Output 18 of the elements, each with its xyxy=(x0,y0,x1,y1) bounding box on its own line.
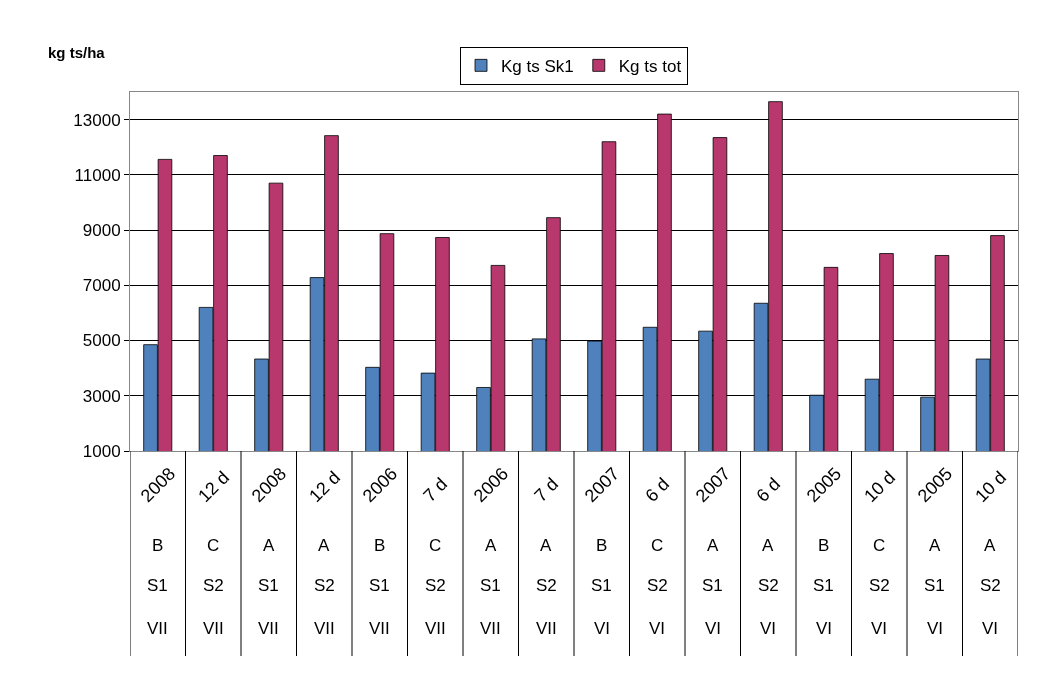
category-label: 6 d C S2 VI xyxy=(641,473,674,638)
y-axis-title: kg ts/ha xyxy=(48,44,106,61)
y-tick-label: 9000 xyxy=(82,221,121,241)
y-tick-label: 1000 xyxy=(82,441,121,461)
y-tick-label: 13000 xyxy=(73,110,121,130)
legend-label: Kg ts tot xyxy=(618,57,682,76)
category-label: 12 d A S2 VII xyxy=(305,467,345,638)
y-tick-label: 5000 xyxy=(82,331,121,351)
category-label: 10 d C S2 VI xyxy=(860,467,900,638)
category-label: 10 d A S2 VI xyxy=(971,467,1011,638)
y-tick-label: 7000 xyxy=(82,276,121,296)
category-label: 7 d A S2 VII xyxy=(530,473,563,638)
legend-label: Kg ts Sk1 xyxy=(501,57,574,76)
category-label: 6 d A S2 VI xyxy=(752,473,785,638)
y-tick-label: 11000 xyxy=(74,165,121,185)
category-label: 7 d C S2 VII xyxy=(419,473,452,638)
category-label: 12 d C S2 VII xyxy=(194,467,234,638)
y-tick-label: 3000 xyxy=(82,386,121,406)
